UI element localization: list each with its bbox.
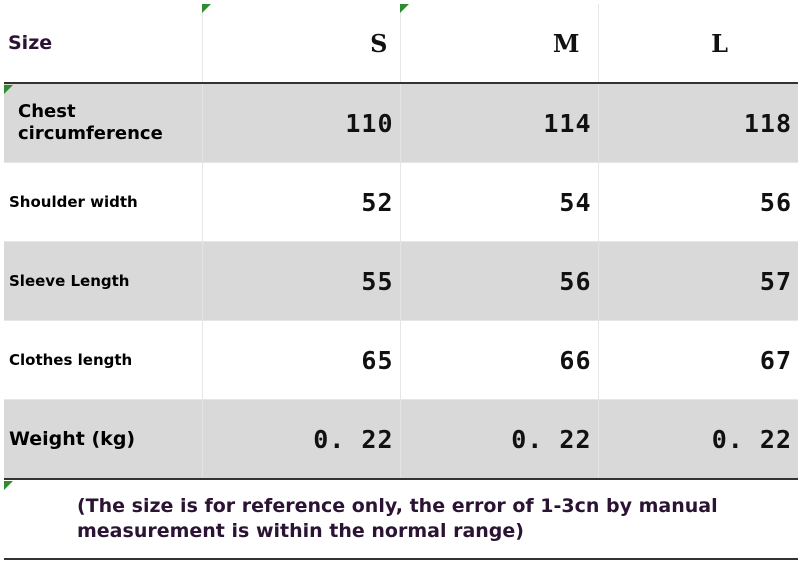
row-label-cell: Weight (kg) bbox=[4, 399, 203, 480]
value-shoulder-l: 56 bbox=[759, 187, 792, 217]
cell-marker bbox=[4, 85, 13, 94]
value-shoulder-s: 52 bbox=[361, 187, 394, 217]
table-row: Sleeve Length 55 56 57 bbox=[4, 241, 798, 321]
note-row: (The size is for reference only, the err… bbox=[4, 479, 798, 560]
header-row: Size S M L bbox=[4, 4, 798, 84]
value-weight-s: 0. 22 bbox=[313, 424, 394, 454]
header-size-m-cell: M bbox=[400, 4, 599, 84]
table-row: Shoulder width 52 54 56 bbox=[4, 162, 798, 242]
cell-marker bbox=[400, 4, 409, 13]
table-row: Chest circumference 110 114 118 bbox=[4, 83, 798, 163]
row-label-clothes: Clothes length bbox=[9, 351, 133, 369]
value-cell: 0. 22 bbox=[202, 399, 401, 480]
value-cell: 56 bbox=[598, 162, 798, 242]
value-cell: 57 bbox=[598, 241, 798, 321]
size-m-header: M bbox=[552, 28, 580, 58]
size-s-header: S bbox=[370, 28, 388, 58]
value-clothes-m: 66 bbox=[559, 345, 592, 375]
value-cell: 114 bbox=[400, 83, 599, 163]
value-weight-m: 0. 22 bbox=[511, 424, 592, 454]
note-cell: (The size is for reference only, the err… bbox=[4, 479, 798, 560]
value-cell: 0. 22 bbox=[598, 399, 798, 480]
value-chest-s: 110 bbox=[345, 108, 394, 138]
cell-marker bbox=[202, 4, 211, 13]
value-cell: 118 bbox=[598, 83, 798, 163]
reference-note: (The size is for reference only, the err… bbox=[77, 495, 718, 542]
size-header-label: Size bbox=[8, 32, 53, 54]
value-cell: 56 bbox=[400, 241, 599, 321]
value-cell: 110 bbox=[202, 83, 401, 163]
row-label-chest: Chest circumference bbox=[18, 101, 163, 144]
cell-marker bbox=[4, 481, 13, 490]
value-cell: 66 bbox=[400, 320, 599, 400]
value-cell: 67 bbox=[598, 320, 798, 400]
header-label-cell: Size bbox=[4, 4, 203, 84]
value-cell: 65 bbox=[202, 320, 401, 400]
header-size-s-cell: S bbox=[202, 4, 401, 84]
value-weight-l: 0. 22 bbox=[711, 424, 792, 454]
row-label-cell: Chest circumference bbox=[4, 83, 203, 163]
table-row: Clothes length 65 66 67 bbox=[4, 320, 798, 400]
row-label-cell: Sleeve Length bbox=[4, 241, 203, 321]
size-table: Size S M L Chest circumference 110 114 1… bbox=[4, 4, 798, 560]
row-label-sleeve: Sleeve Length bbox=[9, 272, 130, 290]
value-chest-l: 118 bbox=[743, 108, 792, 138]
table-row: Weight (kg) 0. 22 0. 22 0. 22 bbox=[4, 399, 798, 480]
value-clothes-s: 65 bbox=[361, 345, 394, 375]
value-chest-m: 114 bbox=[543, 108, 592, 138]
value-sleeve-m: 56 bbox=[559, 266, 592, 296]
value-cell: 52 bbox=[202, 162, 401, 242]
size-l-header: L bbox=[711, 28, 728, 58]
header-size-l-cell: L bbox=[598, 4, 798, 84]
value-cell: 55 bbox=[202, 241, 401, 321]
row-label-weight: Weight (kg) bbox=[9, 428, 136, 450]
row-label-cell: Clothes length bbox=[4, 320, 203, 400]
value-cell: 54 bbox=[400, 162, 599, 242]
row-label-cell: Shoulder width bbox=[4, 162, 203, 242]
value-sleeve-l: 57 bbox=[759, 266, 792, 296]
value-sleeve-s: 55 bbox=[361, 266, 394, 296]
value-cell: 0. 22 bbox=[400, 399, 599, 480]
row-label-shoulder: Shoulder width bbox=[9, 193, 138, 211]
value-clothes-l: 67 bbox=[759, 345, 792, 375]
value-shoulder-m: 54 bbox=[559, 187, 592, 217]
